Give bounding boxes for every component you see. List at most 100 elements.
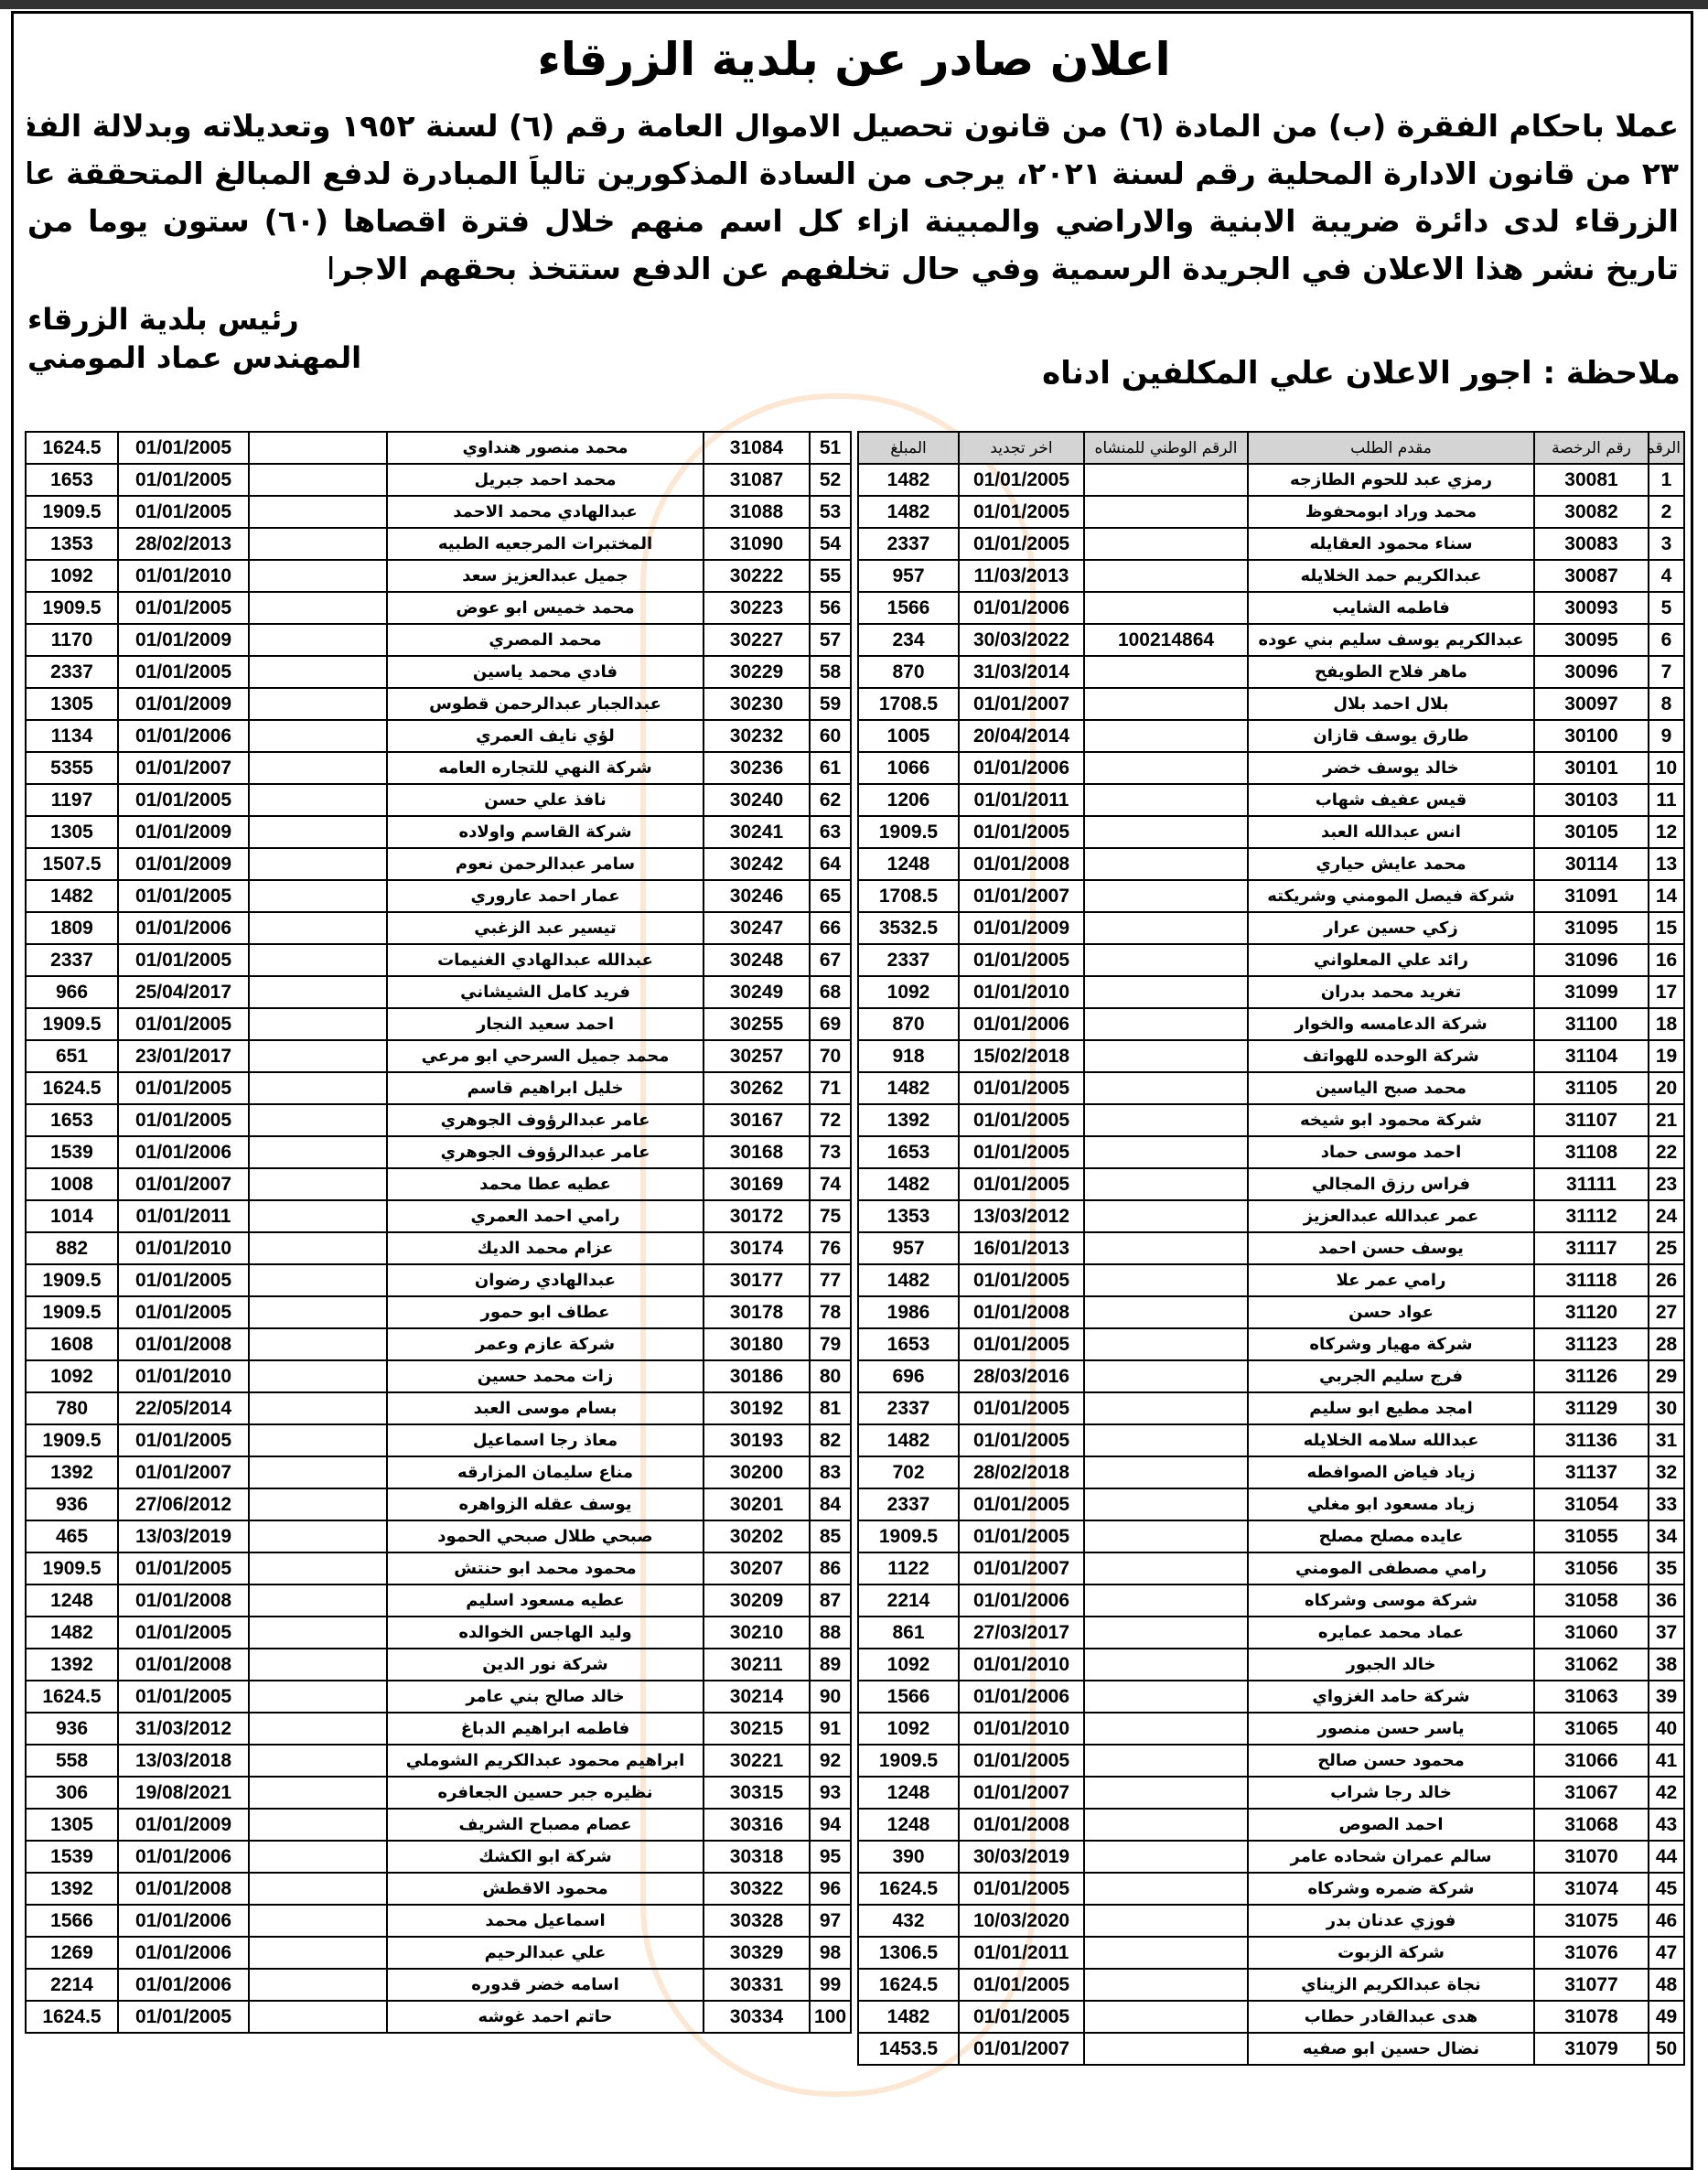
- national-id-cell: [1083, 975, 1249, 1009]
- last-renewal-cell: 28/03/2016: [958, 1359, 1085, 1393]
- amount-cell: 1482: [857, 1263, 960, 1297]
- applicant-name-cell: عطيه مسعود اسليم: [386, 1584, 704, 1617]
- applicant-name-cell: هدى عبدالقادر حطاب: [1247, 2000, 1535, 2034]
- last-renewal-cell: 13/03/2012: [958, 1199, 1085, 1233]
- table-row: 38 31062 خالد الجبور 01/01/2010 1092: [857, 1648, 1685, 1681]
- table-row: 43 31068 احمد الصوص 01/01/2008 1248: [857, 1808, 1685, 1842]
- national-id-cell: [248, 943, 388, 977]
- applicant-name-cell: شركة عازم وعمر: [386, 1327, 704, 1361]
- applicant-name-cell: ابراهيم محمود عبدالكريم الشوملي: [386, 1744, 704, 1778]
- amount-cell: 1909.5: [25, 591, 119, 625]
- last-renewal-cell: 01/01/2007: [117, 751, 250, 785]
- license-number-cell: 30322: [703, 1872, 811, 1906]
- table-row: 30 31129 امجد مطيع ابو سليم 01/01/2005 2337: [857, 1391, 1685, 1425]
- license-number-cell: 30207: [703, 1552, 811, 1585]
- license-number-cell: 30210: [703, 1616, 811, 1649]
- national-id-cell: [248, 911, 388, 945]
- header-national-id: الرقم الوطني للمنشاه: [1083, 431, 1249, 465]
- last-renewal-cell: 01/01/2005: [958, 1135, 1085, 1169]
- applicant-name-cell: طارق يوسف قازان: [1247, 719, 1535, 753]
- applicant-name-cell: محمد المصري: [386, 623, 704, 657]
- applicant-name-cell: شركة موسى وشركاه: [1247, 1584, 1535, 1617]
- license-number-cell: 31058: [1533, 1584, 1649, 1617]
- last-renewal-cell: 01/01/2005: [958, 1520, 1085, 1553]
- row-number-cell: 20: [1648, 1071, 1685, 1105]
- applicant-name-cell: عواد حسن: [1247, 1295, 1535, 1329]
- row-number-cell: 17: [1648, 975, 1685, 1009]
- national-id-cell: [248, 1840, 388, 1874]
- license-number-cell: 31137: [1533, 1456, 1649, 1489]
- table-row: 36 31058 شركة موسى وشركاه 01/01/2006 2214: [857, 1584, 1685, 1617]
- license-number-cell: 30096: [1533, 655, 1649, 689]
- national-id-cell: [248, 1808, 388, 1842]
- applicant-name-cell: عامر عبدالرؤوف الجوهري: [386, 1103, 704, 1137]
- table-row: 37 31060 عماد محمد عمايره 27/03/2017 861: [857, 1616, 1685, 1649]
- table-row: 34 31055 عايده مصلح مصلح 01/01/2005 1909.5: [857, 1520, 1685, 1553]
- row-number-cell: 59: [809, 687, 852, 721]
- amount-cell: 870: [857, 655, 960, 689]
- national-id-cell: [1083, 1071, 1249, 1105]
- row-number-cell: 70: [809, 1039, 852, 1073]
- national-id-cell: [1083, 463, 1249, 497]
- row-number-cell: 56: [809, 591, 852, 625]
- license-number-cell: 30215: [703, 1712, 811, 1746]
- last-renewal-cell: 01/01/2005: [117, 879, 250, 913]
- national-id-cell: [1083, 1648, 1249, 1681]
- applicant-name-cell: سناء محمود العقايله: [1247, 527, 1535, 561]
- license-number-cell: 30097: [1533, 687, 1649, 721]
- row-number-cell: 39: [1648, 1680, 1685, 1713]
- license-number-cell: 31090: [703, 527, 811, 561]
- applicant-name-cell: زكي حسين عرار: [1247, 911, 1535, 945]
- table-row: 19 31104 شركة الوحده للهواتف 15/02/2018 918: [857, 1039, 1685, 1073]
- applicant-name-cell: امجد مطيع ابو سليم: [1247, 1391, 1535, 1425]
- applicant-name-cell: رامي مصطفى المومني: [1247, 1552, 1535, 1585]
- table-row: 67 30248 عبدالله عبدالهادي الغنيمات 01/01/2…: [25, 943, 852, 977]
- table-row: 62 30240 نافذ علي حسن 01/01/2005 1197: [25, 783, 852, 817]
- row-number-cell: 93: [809, 1776, 852, 1810]
- applicant-name-cell: اسامه خضر قدوره: [386, 1968, 704, 2002]
- license-number-cell: 30229: [703, 655, 811, 689]
- license-number-cell: 31074: [1533, 1872, 1649, 1906]
- amount-cell: 1482: [857, 2000, 960, 2034]
- national-id-cell: [1083, 751, 1249, 785]
- last-renewal-cell: 01/01/2005: [117, 783, 250, 817]
- applicant-name-cell: شركة نور الدين: [386, 1648, 704, 1681]
- row-number-cell: 80: [809, 1359, 852, 1393]
- last-renewal-cell: 01/01/2008: [958, 847, 1085, 881]
- amount-cell: 234: [857, 623, 960, 657]
- fees-note: ملاحظة : اجور الاعلان علي المكلفين ادناه: [1042, 355, 1681, 392]
- row-number-cell: 34: [1648, 1520, 1685, 1553]
- amount-cell: 1708.5: [857, 687, 960, 721]
- national-id-cell: [1083, 1744, 1249, 1778]
- table-row: 33 31054 زياد مسعود ابو مغلي 01/01/2005 2337: [857, 1488, 1685, 1521]
- row-number-cell: 82: [809, 1423, 852, 1457]
- amount-cell: 966: [25, 975, 119, 1009]
- row-number-cell: 87: [809, 1584, 852, 1617]
- license-number-cell: 31084: [703, 431, 811, 465]
- national-id-cell: [248, 1199, 388, 1233]
- row-number-cell: 11: [1648, 783, 1685, 817]
- table-row: 96 30322 محمود الاقطش 01/01/2008 1392: [25, 1872, 852, 1906]
- taxpayers-table-right: الرقم رقم الرخصة مقدم الطلب الرقم الوطني…: [857, 431, 1685, 2066]
- license-number-cell: 31077: [1533, 1968, 1649, 2002]
- national-id-cell: [1083, 879, 1249, 913]
- national-id-cell: [1083, 2000, 1249, 2034]
- table-row: 48 31077 نجاة عبدالكريم الزيناي 01/01/2005 1…: [857, 1968, 1685, 2002]
- row-number-cell: 77: [809, 1263, 852, 1297]
- last-renewal-cell: 01/01/2007: [958, 1552, 1085, 1585]
- national-id-cell: [248, 1488, 388, 1521]
- license-number-cell: 31126: [1533, 1359, 1649, 1393]
- amount-cell: 1269: [25, 1936, 119, 1970]
- table-row: 86 30207 محمود محمد ابو حنتش 01/01/2005 1909…: [25, 1552, 852, 1585]
- national-id-cell: [248, 1103, 388, 1137]
- national-id-cell: [1083, 847, 1249, 881]
- national-id-cell: [1083, 559, 1249, 593]
- last-renewal-cell: 01/01/2005: [958, 1744, 1085, 1778]
- row-number-cell: 22: [1648, 1135, 1685, 1169]
- national-id-cell: [1083, 1552, 1249, 1585]
- last-renewal-cell: 01/01/2008: [117, 1872, 250, 1906]
- amount-cell: 1482: [857, 1071, 960, 1105]
- row-number-cell: 86: [809, 1552, 852, 1585]
- amount-cell: 1392: [25, 1872, 119, 1906]
- applicant-name-cell: شركة فيصل المومني وشريكته: [1247, 879, 1535, 913]
